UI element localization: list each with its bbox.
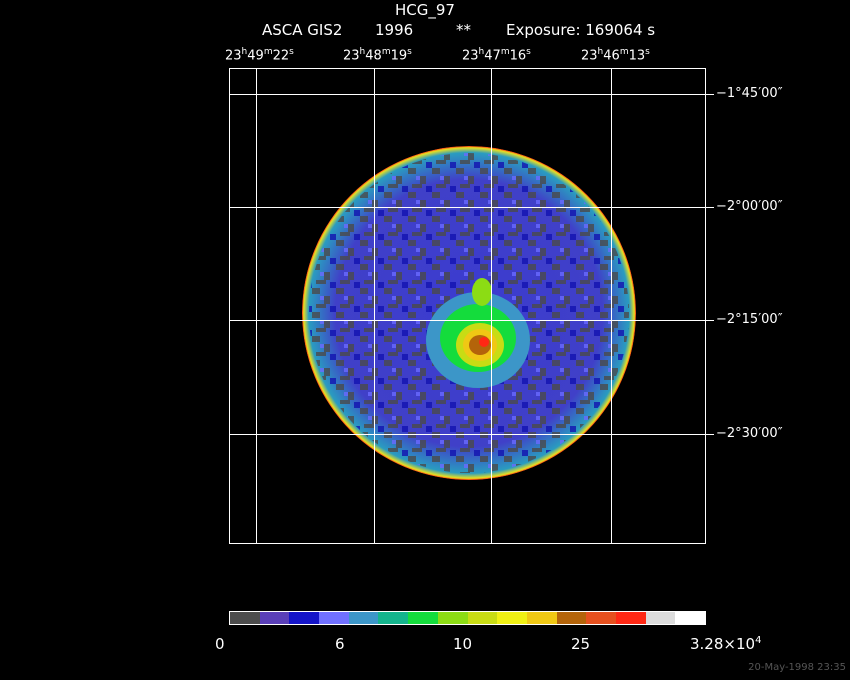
color-swatch xyxy=(348,612,379,624)
scale-max-mantissa: 3.28×10 xyxy=(690,635,756,653)
year-label: 1996 xyxy=(375,21,414,39)
dec-label: −2°15′00″ xyxy=(716,312,783,327)
color-swatch xyxy=(556,612,587,624)
color-swatch xyxy=(230,612,260,624)
scale-tick-0: 0 xyxy=(215,635,225,653)
color-swatch xyxy=(675,612,705,624)
color-swatch xyxy=(408,612,438,624)
field-of-view xyxy=(302,146,636,480)
color-swatch xyxy=(378,612,409,624)
color-swatch xyxy=(319,612,349,624)
coordinate-grid xyxy=(229,68,714,543)
image-frame xyxy=(229,68,706,544)
color-scale-bar xyxy=(229,611,706,625)
scale-max-exponent: 4 xyxy=(755,635,762,646)
ra-label: 23h46m13s xyxy=(581,47,650,64)
ra-label: 23h49m22s xyxy=(225,47,294,64)
scale-tick-2: 10 xyxy=(453,635,473,653)
flag-label: ** xyxy=(456,21,471,39)
scale-tick-1: 6 xyxy=(335,635,345,653)
color-swatch xyxy=(586,612,616,624)
instrument-label: ASCA GIS2 xyxy=(262,21,343,39)
scale-max: 3.28×104 xyxy=(690,635,761,653)
color-swatch xyxy=(526,612,557,624)
color-swatch xyxy=(259,612,290,624)
color-swatch xyxy=(467,612,498,624)
ra-label: 23h48m19s xyxy=(343,47,412,64)
color-swatch xyxy=(497,612,527,624)
color-swatch xyxy=(437,612,468,624)
color-swatch xyxy=(645,612,676,624)
dec-label: −1°45′00″ xyxy=(716,86,783,101)
ra-label: 23h47m16s xyxy=(462,47,531,64)
timestamp: 20-May-1998 23:35 xyxy=(748,662,846,673)
object-title: HCG_97 xyxy=(395,1,455,19)
color-swatch xyxy=(289,612,320,624)
scale-tick-3: 25 xyxy=(571,635,591,653)
color-swatch xyxy=(615,612,646,624)
dec-label: −2°00′00″ xyxy=(716,199,783,214)
dec-label: −2°30′00″ xyxy=(716,426,783,441)
exposure-label: Exposure: 169064 s xyxy=(506,21,656,39)
